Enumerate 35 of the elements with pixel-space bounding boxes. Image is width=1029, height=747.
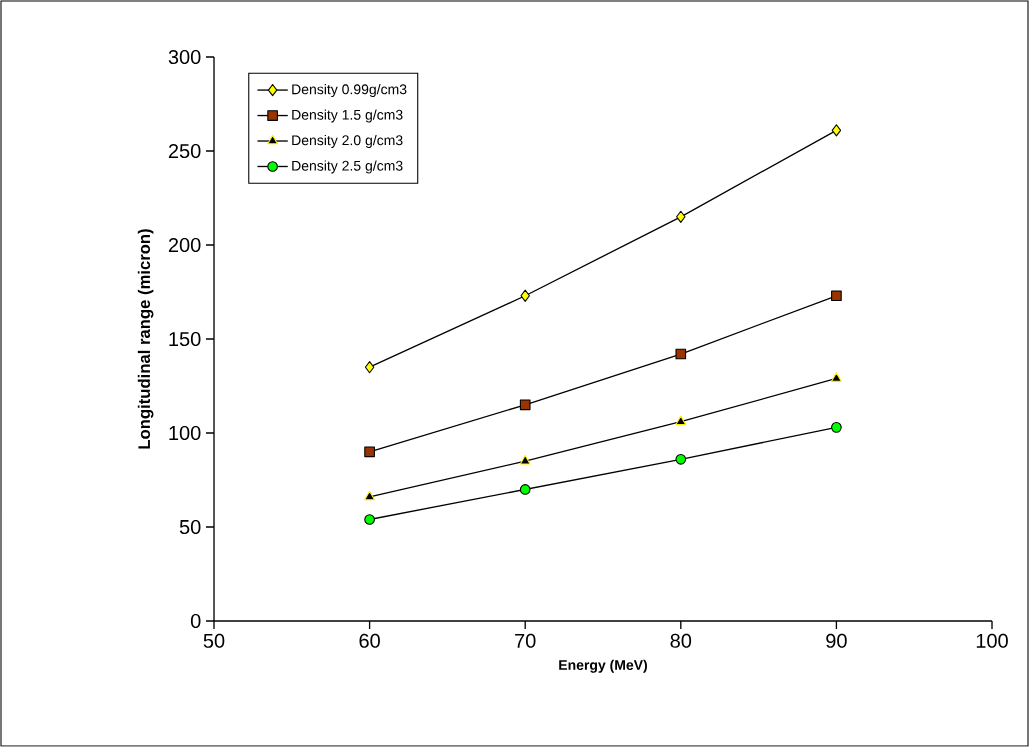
- y-tick-label: 200: [168, 237, 201, 253]
- point: [519, 455, 531, 465]
- x-tick-label: 80: [670, 633, 692, 648]
- point: [519, 399, 531, 411]
- point: [364, 514, 375, 525]
- y-tick-label: 150: [169, 331, 201, 347]
- point: [831, 422, 842, 433]
- point: [364, 490, 375, 501]
- y-axis-title: Longitudinal range (micron): [137, 229, 154, 449]
- point: [519, 484, 531, 495]
- x-tick-label: 100: [976, 633, 1008, 648]
- point: [364, 361, 375, 374]
- point: [675, 348, 687, 360]
- point: [831, 124, 842, 137]
- point: [676, 210, 686, 223]
- legend-label: Density 2.5 g/cm3: [292, 160, 403, 174]
- point: [364, 446, 375, 458]
- legend-label: Density 2.0 g/cm3: [292, 134, 403, 148]
- y-tick-label: 50: [179, 519, 201, 535]
- x-tick-label: 70: [515, 633, 536, 648]
- legend-label: Density 0.99g/cm3: [292, 84, 407, 98]
- y-tick-label: 0: [190, 613, 201, 629]
- point: [520, 289, 530, 302]
- y-tick-label: 300: [168, 49, 201, 65]
- x-axis-title: Energy (MeV): [559, 659, 648, 673]
- x-tick-label: 90: [826, 633, 847, 648]
- point: [675, 415, 687, 426]
- y-tick-label: 100: [169, 425, 201, 441]
- point: [831, 290, 842, 302]
- point: [675, 453, 687, 465]
- point: [831, 372, 842, 382]
- x-tick-label: 50: [203, 633, 225, 648]
- y-tick-label: 250: [168, 143, 201, 159]
- x-tick-label: 60: [359, 633, 380, 648]
- legend-label: Density 1.5 g/cm3: [292, 109, 403, 123]
